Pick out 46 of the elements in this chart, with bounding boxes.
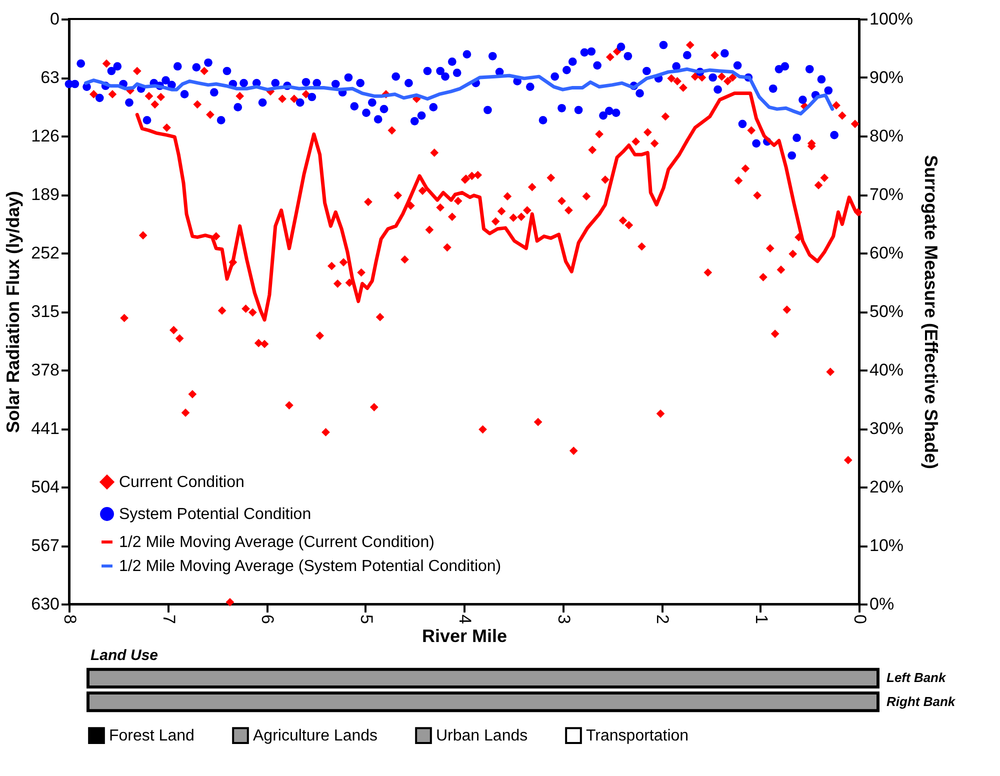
y2-tick-label: 50% (870, 302, 904, 321)
x-tick-label: 8 (60, 614, 80, 624)
x-tick-label: 3 (554, 614, 574, 624)
y2-tick-label: 20% (870, 478, 904, 496)
y2-tick-label: 80% (870, 126, 904, 146)
legend-label: Urban Lands (436, 728, 528, 745)
legend-label: 1/2 Mile Moving Average (System Potential Condition) (119, 558, 502, 575)
y-tick-label: 252 (31, 244, 60, 262)
y-tick-label: 63 (40, 68, 60, 87)
x-tick-label: 7 (159, 614, 178, 624)
y-tick-label: 315 (31, 302, 60, 321)
x-tick-label: 6 (258, 614, 277, 624)
y-tick-label: Right Bank (886, 694, 956, 709)
legend-label: Current Condition (119, 474, 244, 491)
y-tick-label: Left Bank (886, 670, 946, 686)
x-tick-label: 4 (456, 614, 474, 624)
x-axis-title: River Mile (422, 626, 508, 646)
x-tick-label: 0 (850, 614, 870, 624)
y-axis-title: Solar Radiation Flux (ly/day) (3, 190, 24, 434)
y2-tick-label: 0% (870, 594, 894, 614)
y-tick-label: 567 (31, 536, 60, 555)
legend-label: 1/2 Mile Moving Average (Current Condition) (119, 534, 434, 551)
legend-label: Forest Land (109, 728, 194, 745)
y-tick-label: 630 (31, 594, 60, 614)
y-tick-label: 441 (31, 419, 60, 438)
legend-label: Agriculture Lands (253, 728, 378, 745)
y2-tick-label: 60% (870, 244, 904, 262)
legend-label: System Potential Condition (119, 506, 312, 523)
y2-tick-label: 10% (870, 536, 904, 555)
y-tick-label: 189 (31, 185, 60, 204)
y-tick-label: 0 (50, 10, 60, 28)
x-tick-label: 5 (356, 614, 376, 624)
y2-tick-label: 40% (870, 360, 904, 380)
y2-tick-label: 30% (870, 419, 904, 438)
chart-title: Land Use (90, 647, 158, 664)
y-tick-label: 126 (31, 126, 60, 146)
y2-tick-label: 90% (870, 68, 904, 87)
y-tick-label: 378 (31, 360, 60, 380)
y-tick-label: 504 (31, 478, 60, 496)
x-tick-label: 2 (653, 614, 672, 624)
y2-tick-label: 70% (870, 185, 904, 204)
legend-label: Transportation (586, 728, 689, 745)
line-series (135, 92, 861, 322)
y2-axis-title: Surrogate Measure (Effective Shade) (920, 154, 941, 470)
y2-tick-label: 100% (870, 10, 913, 28)
x-tick-label: 1 (752, 614, 771, 624)
